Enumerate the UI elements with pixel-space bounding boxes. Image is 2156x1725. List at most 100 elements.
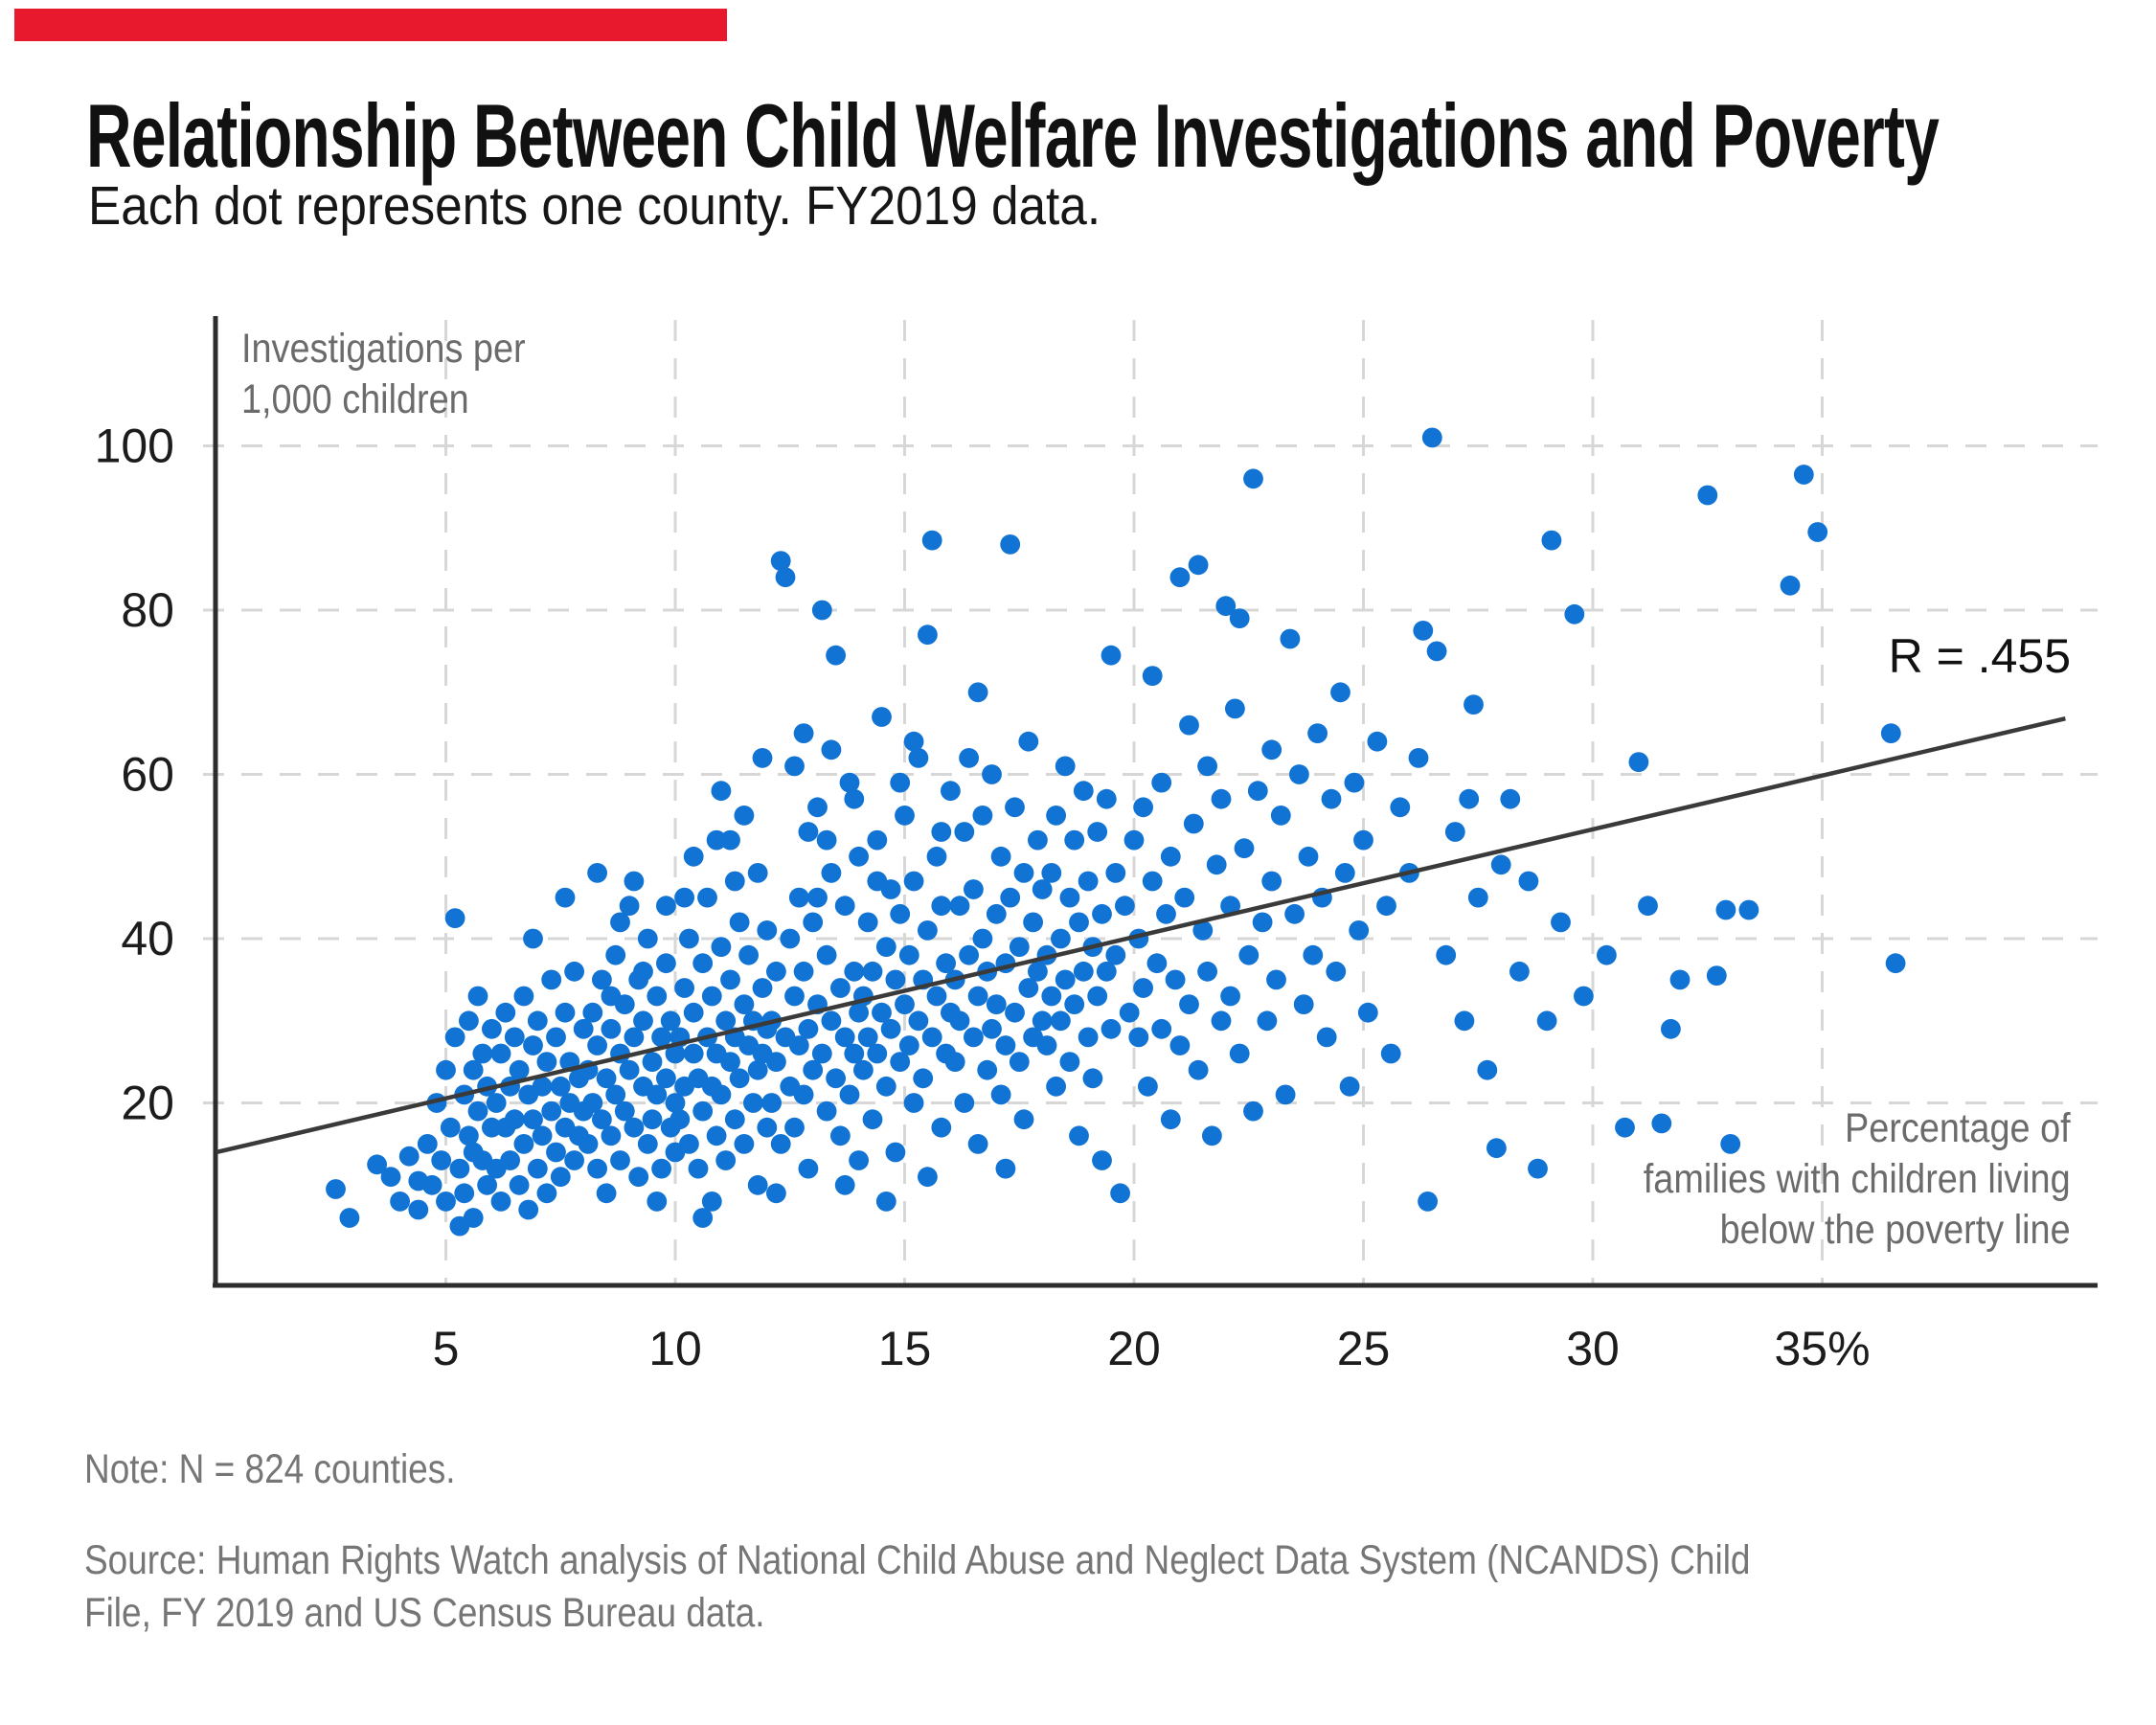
data-point xyxy=(1885,953,1906,974)
data-point xyxy=(757,1117,778,1138)
data-point xyxy=(601,1125,622,1146)
data-point xyxy=(941,781,961,802)
data-point xyxy=(592,1109,612,1130)
data-point xyxy=(1564,603,1585,624)
data-point xyxy=(931,822,952,842)
x-tick-label: 5 xyxy=(433,1322,460,1375)
data-point xyxy=(921,530,942,551)
data-point xyxy=(1225,698,1245,719)
data-point xyxy=(1298,846,1319,867)
data-point xyxy=(1280,628,1301,649)
data-point xyxy=(1243,468,1263,489)
data-point xyxy=(642,1109,663,1130)
data-point xyxy=(1169,1035,1191,1055)
data-point xyxy=(1051,928,1071,949)
data-point xyxy=(1380,1043,1401,1064)
data-point xyxy=(1064,829,1085,851)
data-point xyxy=(463,1208,484,1228)
data-point xyxy=(918,1167,938,1188)
data-point xyxy=(995,1035,1016,1055)
data-point xyxy=(1715,899,1736,920)
data-point xyxy=(1509,961,1530,982)
data-point xyxy=(770,1134,791,1154)
data-point xyxy=(1005,797,1025,818)
data-point xyxy=(1197,961,1217,982)
data-point xyxy=(1078,871,1099,892)
data-point xyxy=(875,1076,896,1097)
data-point xyxy=(421,1174,443,1195)
data-point xyxy=(619,1059,640,1080)
data-point xyxy=(1330,682,1350,703)
data-point xyxy=(1697,485,1718,506)
data-point xyxy=(518,1199,539,1220)
gridlines xyxy=(203,320,2098,1283)
data-point xyxy=(1041,986,1062,1007)
data-point xyxy=(564,1150,584,1170)
data-point xyxy=(1036,1035,1057,1055)
data-point xyxy=(1339,1076,1360,1097)
data-point xyxy=(1046,806,1066,826)
trend-line xyxy=(216,715,2066,1155)
data-point xyxy=(967,682,988,703)
data-point xyxy=(826,645,846,666)
data-point xyxy=(872,1002,892,1023)
data-point xyxy=(1115,896,1135,917)
data-point xyxy=(890,903,911,924)
y-tick-label: 100 xyxy=(95,420,174,473)
data-point xyxy=(614,1101,635,1122)
data-point xyxy=(853,1059,874,1080)
data-point xyxy=(1192,920,1214,941)
data-point xyxy=(844,788,865,809)
data-point xyxy=(454,1183,475,1204)
data-point xyxy=(1211,1010,1232,1032)
data-point xyxy=(665,1093,686,1113)
scatter-points xyxy=(326,427,1906,1237)
data-point xyxy=(967,986,988,1007)
x-tick-label: 20 xyxy=(1107,1322,1161,1375)
data-point xyxy=(890,772,911,793)
data-point xyxy=(913,1068,934,1089)
data-point xyxy=(793,961,814,982)
data-point xyxy=(532,1076,553,1097)
data-point xyxy=(1160,1109,1181,1130)
data-point xyxy=(738,944,759,965)
data-point xyxy=(890,1052,911,1072)
data-point xyxy=(816,829,837,851)
data-point xyxy=(1169,567,1191,588)
data-point xyxy=(683,846,704,867)
data-point xyxy=(908,748,929,768)
data-point xyxy=(431,1150,452,1170)
data-point xyxy=(788,1035,809,1055)
data-point xyxy=(967,1134,988,1154)
data-point xyxy=(1880,723,1901,743)
data-point xyxy=(683,1002,704,1023)
data-point xyxy=(1082,1068,1103,1089)
data-point xyxy=(1353,829,1373,851)
data-point xyxy=(1628,752,1649,772)
data-point xyxy=(811,1043,832,1064)
data-point xyxy=(398,1146,420,1167)
data-point xyxy=(1151,1018,1172,1039)
data-point xyxy=(660,1010,681,1032)
data-point xyxy=(1349,920,1370,941)
data-point xyxy=(1518,871,1539,892)
data-point xyxy=(467,1101,488,1122)
data-point xyxy=(821,1010,842,1032)
data-point xyxy=(839,772,860,793)
data-point xyxy=(872,707,892,727)
data-point xyxy=(637,1134,658,1154)
data-point xyxy=(679,1134,699,1154)
data-point xyxy=(440,1117,461,1138)
data-point xyxy=(834,896,855,917)
data-point xyxy=(1661,1018,1681,1039)
data-point xyxy=(550,1076,571,1097)
data-point xyxy=(536,1183,557,1204)
data-point xyxy=(509,1059,530,1080)
data-point xyxy=(1293,994,1314,1014)
data-point xyxy=(1138,1076,1158,1097)
data-point xyxy=(490,1192,511,1212)
data-point xyxy=(523,928,543,949)
data-point xyxy=(614,994,635,1014)
data-point xyxy=(688,1158,709,1179)
